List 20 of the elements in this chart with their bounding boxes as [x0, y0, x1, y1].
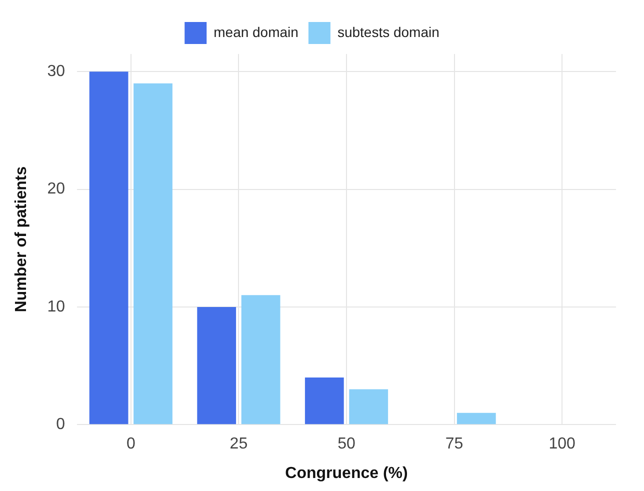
legend-label: subtests domain — [337, 24, 440, 40]
bar — [304, 378, 344, 424]
x-tick-label: 0 — [126, 436, 136, 453]
bar — [456, 412, 496, 424]
bar — [89, 72, 128, 424]
y-axis-title: Number of patients — [13, 166, 30, 312]
y-tick-label: 20 — [47, 180, 66, 198]
y-tick-label: 30 — [47, 63, 66, 80]
bar — [241, 295, 280, 424]
bar — [134, 83, 172, 424]
y-tick-label: 10 — [47, 298, 66, 316]
y-tick-label: 0 — [56, 416, 66, 434]
x-tick-label: 100 — [548, 436, 576, 453]
bar — [349, 389, 388, 424]
x-tick-label: 25 — [230, 436, 248, 453]
bar — [197, 306, 236, 424]
legend-label: mean domain — [214, 24, 298, 40]
x-axis-title: Congruence (%) — [285, 464, 408, 482]
x-tick-label: 50 — [338, 436, 356, 453]
x-tick-label: 75 — [445, 436, 464, 453]
